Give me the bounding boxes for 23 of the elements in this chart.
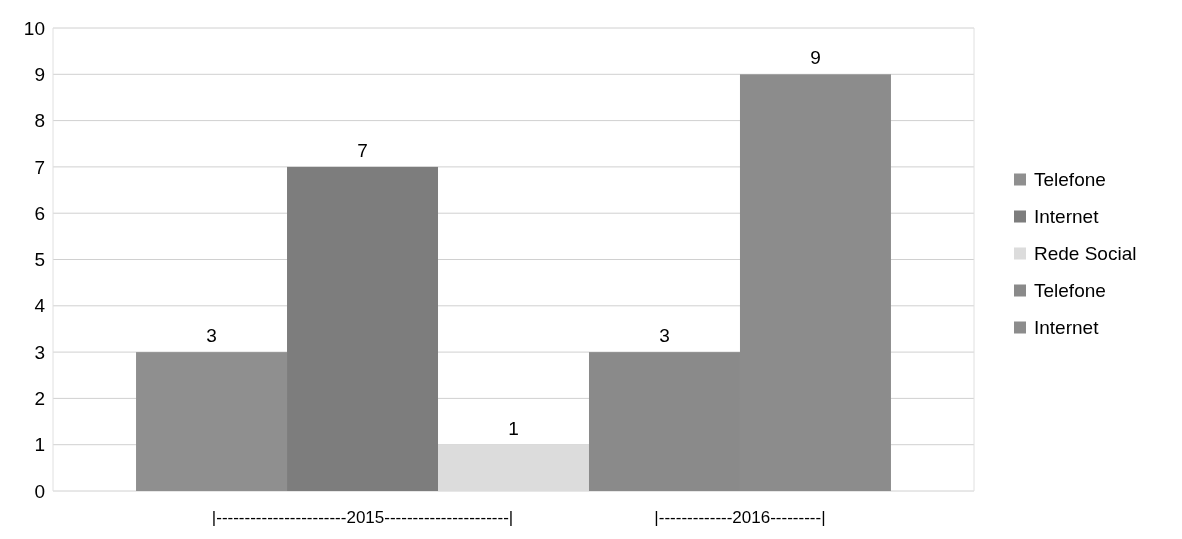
y-tick-label: 3 <box>34 341 45 363</box>
data-label: 9 <box>810 47 821 69</box>
legend-label: Rede Social <box>1034 243 1137 265</box>
data-label: 3 <box>659 325 670 347</box>
text: |-------------2016---------| <box>654 508 826 527</box>
legend-label: Internet <box>1034 317 1100 339</box>
legend-label: Telefone <box>1034 169 1106 191</box>
legend-label: Internet <box>1034 206 1100 228</box>
legend-label: Telefone <box>1034 280 1106 302</box>
y-tick-label: 1 <box>34 434 45 456</box>
y-tick-label: 5 <box>34 249 45 271</box>
y-tick-label: 2 <box>34 388 45 410</box>
y-tick-label: 6 <box>34 202 45 224</box>
data-label: 7 <box>357 139 368 161</box>
y-tick-label: 10 <box>23 17 45 39</box>
y-tick-label: 9 <box>34 63 45 85</box>
y-tick-label: 8 <box>34 110 45 132</box>
text: |-----------------------2015----------------------| <box>211 508 514 527</box>
data-label: 1 <box>508 417 519 439</box>
y-tick-label: 4 <box>34 295 46 317</box>
y-tick-label: 7 <box>34 156 45 178</box>
y-tick-label: 0 <box>34 480 45 502</box>
data-label: 3 <box>206 325 217 347</box>
